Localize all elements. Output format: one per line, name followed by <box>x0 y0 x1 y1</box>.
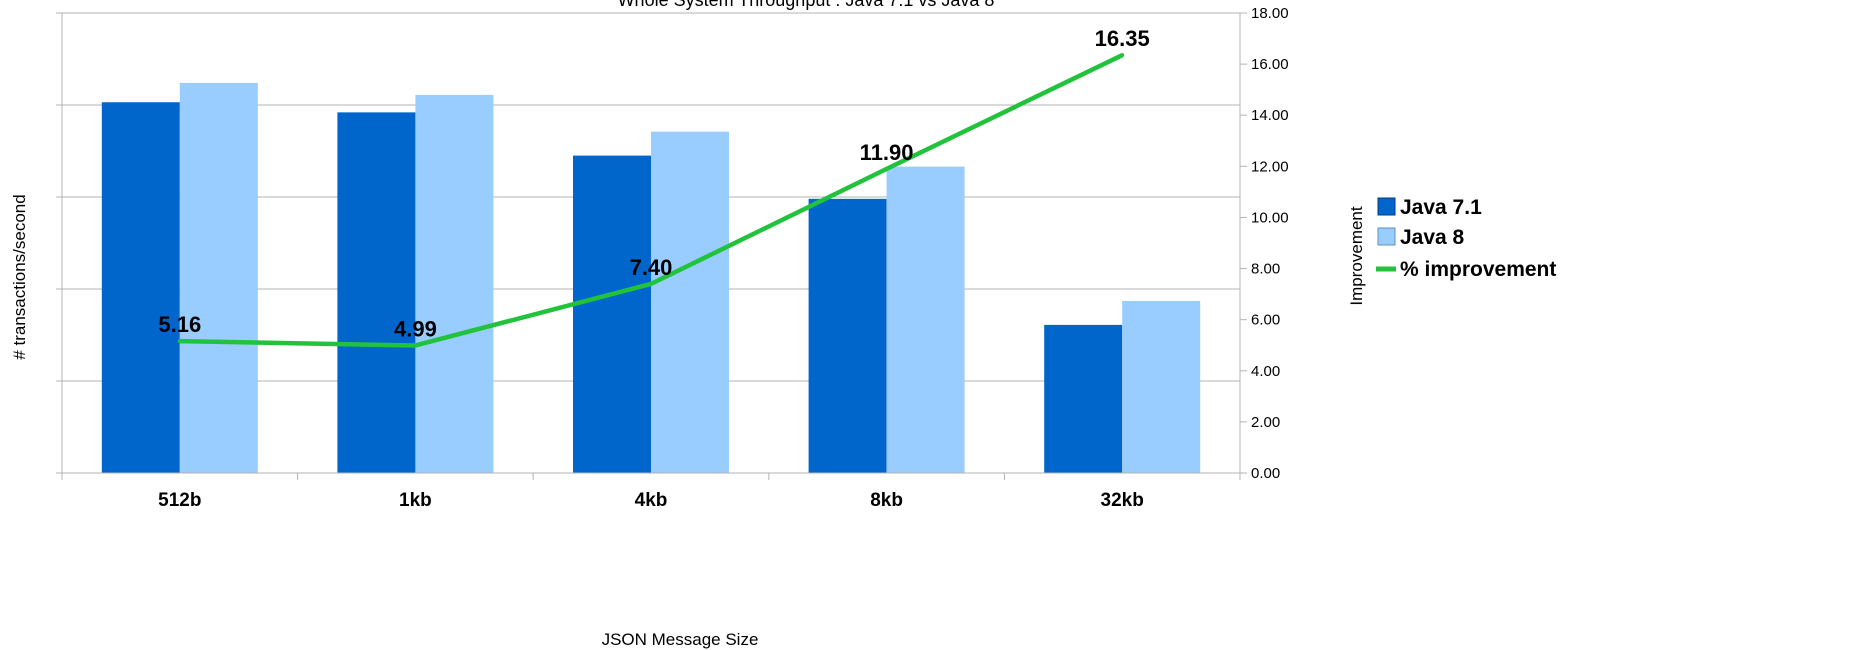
y2-tick-label: 16.00 <box>1251 56 1289 73</box>
y2-tick-label: 18.00 <box>1251 5 1289 22</box>
improvement-data-label: 7.40 <box>630 255 673 280</box>
x-tick-label: 1kb <box>399 490 432 511</box>
chart-title: Whole System Throughput : Java 7.1 vs Ja… <box>618 0 995 10</box>
improvement-point <box>884 166 889 171</box>
improvement-point <box>413 343 418 348</box>
y2-tick-label: 14.00 <box>1251 107 1289 124</box>
improvement-data-label: 11.90 <box>860 140 914 165</box>
legend-swatch-java71 <box>1377 197 1396 216</box>
x-tick-label: 4kb <box>635 490 668 511</box>
data-labels: 5.16 4.99 7.40 11.90 16.35 <box>158 26 1149 341</box>
improvement-point <box>1120 53 1125 58</box>
y2-axis-title: Improvement <box>1347 206 1366 305</box>
y-axis-title: # transactions/second <box>10 194 29 359</box>
legend-label-java71: Java 7.1 <box>1400 196 1482 219</box>
bar-java8-512b <box>179 82 258 474</box>
legend-label-java8: Java 8 <box>1400 226 1465 249</box>
improvement-point <box>177 339 182 344</box>
bar-java8-8kb <box>886 166 965 473</box>
legend-label-improvement: % improvement <box>1400 258 1556 281</box>
y2-tick-label: 4.00 <box>1251 363 1280 380</box>
y2-tick-label: 2.00 <box>1251 414 1280 431</box>
bar-java71-8kb <box>808 198 887 473</box>
y2-tick-label: 8.00 <box>1251 261 1280 278</box>
bar-java71-4kb <box>573 155 651 473</box>
y2-tick-label: 12.00 <box>1251 158 1289 175</box>
y2-tick-label: 6.00 <box>1251 312 1280 329</box>
bar-java71-512b <box>101 102 180 474</box>
x-tick-label: 32kb <box>1101 490 1144 511</box>
improvement-data-label: 4.99 <box>394 316 437 341</box>
x-tick-label: 512b <box>158 490 201 511</box>
x-tick-label: 8kb <box>870 490 903 511</box>
bar-java8-4kb <box>651 131 729 473</box>
improvement-data-label: 5.16 <box>158 312 201 337</box>
bar-java8-32kb <box>1122 300 1201 473</box>
improvement-data-label: 16.35 <box>1095 26 1150 51</box>
legend: Java 7.1 Java 8 % improvement <box>1376 196 1556 281</box>
axes: 0.00 2.00 4.00 6.00 8.00 10.00 12.00 14.00 16.00… <box>56 5 1289 511</box>
bar-java71-32kb <box>1044 324 1123 473</box>
y2-tick-label: 0.00 <box>1251 465 1280 482</box>
bars <box>101 82 1201 474</box>
improvement-point <box>649 281 653 286</box>
bar-java8-1kb <box>415 94 494 473</box>
legend-swatch-java8 <box>1377 227 1396 246</box>
bar-java71-1kb <box>337 112 416 474</box>
y2-tick-label: 10.00 <box>1251 209 1289 226</box>
improvement-line-series <box>177 53 1125 348</box>
x-axis-title: JSON Message Size <box>602 630 759 649</box>
